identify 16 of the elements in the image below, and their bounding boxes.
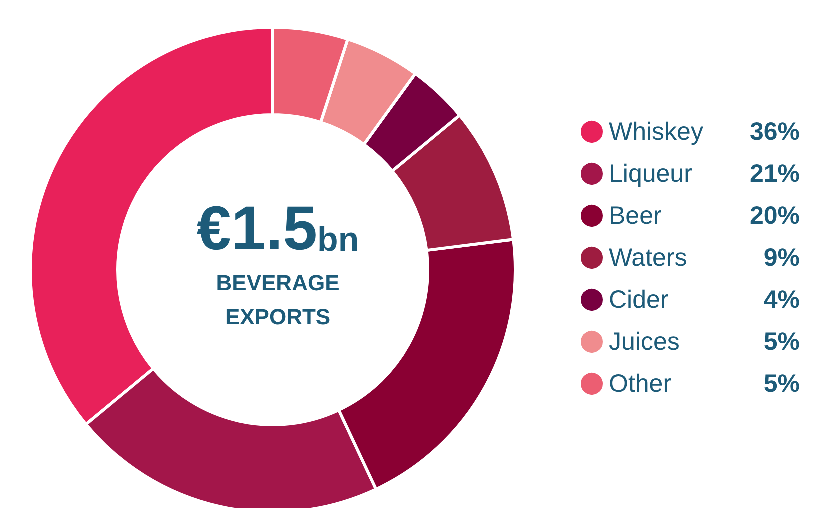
data-label: 4% bbox=[764, 286, 800, 314]
data-label: 5% bbox=[764, 370, 800, 398]
text: BEVERAGE EXPORTS bbox=[216, 270, 340, 330]
legend-label: Whiskey bbox=[609, 118, 704, 146]
data-label: 36% bbox=[750, 118, 800, 146]
legend-label: Liqueur bbox=[609, 160, 692, 188]
data-label: 5% bbox=[764, 328, 800, 356]
text: €1.5bn bbox=[196, 194, 360, 264]
data-label: 21% bbox=[750, 160, 800, 188]
data-label: 20% bbox=[750, 202, 800, 230]
legend-label: Cider bbox=[609, 286, 669, 314]
legend-label: Other bbox=[609, 370, 672, 398]
data-label: 9% bbox=[764, 244, 800, 272]
legend-label: Juices bbox=[609, 328, 680, 356]
legend-label: Beer bbox=[609, 202, 662, 230]
legend-label: Waters bbox=[609, 244, 688, 272]
